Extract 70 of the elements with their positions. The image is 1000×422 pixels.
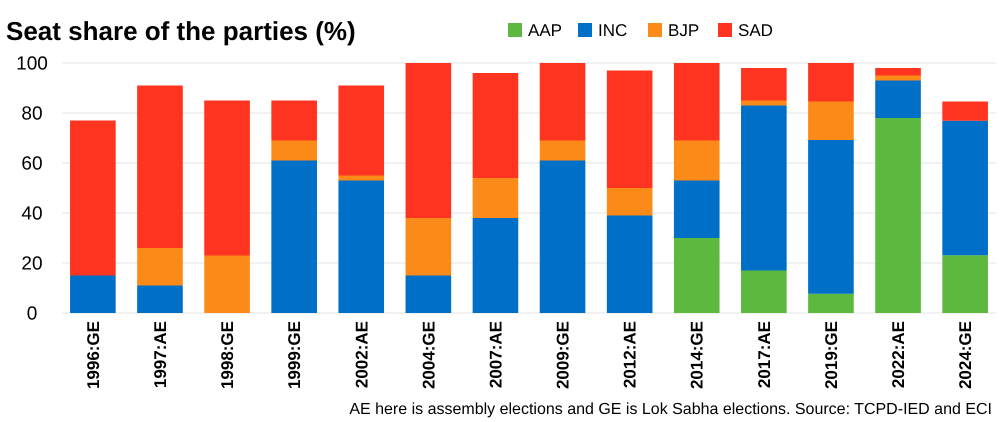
bar [338, 176, 384, 180]
bar [540, 63, 586, 140]
x-tick-label: 2017:AE [754, 321, 774, 388]
chart-title: Seat share of the parties (%) [6, 16, 356, 46]
bar [70, 120, 116, 276]
y-tick-label: 80 [21, 104, 43, 125]
bar [741, 106, 787, 270]
legend-label: INC [598, 21, 628, 40]
x-tick-label: 2019:GE [822, 321, 841, 390]
bar [271, 160, 317, 313]
legend-label: SAD [738, 21, 773, 40]
bar [338, 86, 384, 176]
bar [942, 120, 988, 256]
x-tick-label: 2022:AE [889, 321, 908, 388]
y-tick-label: 60 [21, 154, 43, 175]
bar [137, 86, 183, 248]
x-tick-label: 1998:GE [218, 321, 238, 390]
bar [137, 248, 183, 286]
x-tick-label: 2004:GE [419, 321, 438, 390]
x-tick-label: 2002:AE [352, 321, 372, 388]
bar [406, 63, 452, 218]
bar [540, 160, 586, 313]
bar [808, 63, 854, 102]
legend-label: AAP [528, 21, 562, 40]
bar [406, 276, 452, 313]
bar [606, 70, 652, 188]
x-tick-label: 2012:AE [620, 321, 640, 388]
x-tick-label: 2009:GE [554, 321, 573, 390]
bar [875, 118, 921, 313]
bar [875, 80, 921, 118]
bar [942, 255, 988, 313]
bar [271, 100, 317, 140]
bar [808, 294, 854, 313]
bar [741, 100, 787, 106]
y-tick-label: 20 [21, 254, 43, 275]
bar [808, 102, 854, 140]
y-tick-label: 0 [26, 304, 38, 325]
bar [741, 68, 787, 100]
x-tick-label: 2007:AE [486, 321, 506, 388]
bar [70, 276, 116, 313]
y-tick-label: 40 [21, 204, 43, 225]
bar [137, 286, 183, 313]
bar [271, 140, 317, 160]
bar [741, 270, 787, 313]
bar [472, 178, 518, 218]
bar [204, 256, 250, 313]
bar [674, 140, 720, 180]
bar [540, 140, 586, 160]
x-tick-label: 1999:GE [285, 321, 304, 390]
bar [472, 218, 518, 313]
legend-label: BJP [668, 21, 700, 40]
bar [674, 180, 720, 238]
bar [875, 76, 921, 80]
bar [674, 63, 720, 140]
bar [942, 102, 988, 121]
x-tick-label: 1996:GE [84, 321, 103, 390]
bar [338, 180, 384, 313]
bar [606, 188, 652, 216]
bar [204, 100, 250, 256]
x-tick-label: 2014:GE [688, 321, 707, 390]
bar [875, 68, 921, 76]
bar [674, 238, 720, 313]
bar [606, 216, 652, 313]
x-tick-label: 1997:AE [150, 321, 170, 388]
x-tick-label: 2024:GE [956, 321, 976, 390]
text: AE here is assembly elections and GE is Lok Sabha elections. Source: TCPD-IED and ECI [349, 401, 992, 418]
y-tick-label: 100 [16, 54, 48, 75]
bar [808, 140, 854, 294]
bar [406, 218, 452, 276]
bar [472, 73, 518, 178]
